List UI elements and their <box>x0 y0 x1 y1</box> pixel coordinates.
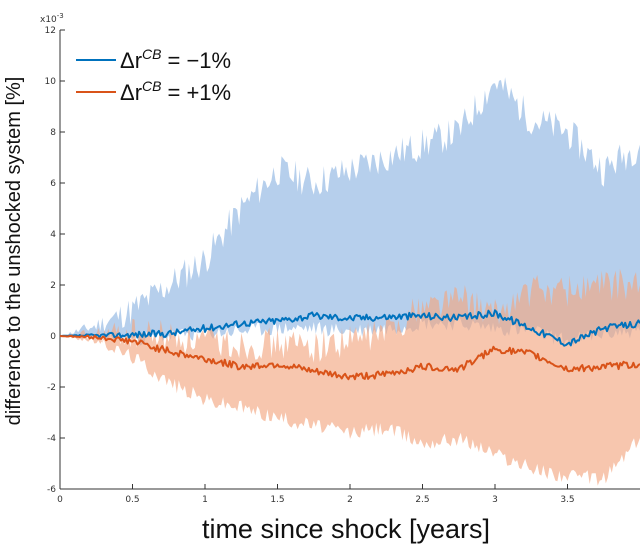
series-lines <box>59 309 640 381</box>
series-line-1 <box>60 309 640 347</box>
x-tick-label: 3 <box>492 495 498 505</box>
x-tick-label: 2.5 <box>415 495 429 505</box>
x-tick-label: 1 <box>202 495 208 505</box>
x-tick-label: 1.5 <box>270 495 284 505</box>
confidence-bands <box>60 77 640 486</box>
x-tick-label: 3.5 <box>560 495 574 505</box>
x-tick-label: 2 <box>347 495 353 505</box>
y-tick-label: -4 <box>47 434 56 444</box>
y-tick-label: 12 <box>45 26 56 36</box>
y-tick-label: -6 <box>47 485 56 495</box>
y-tick-label: 0 <box>50 332 56 342</box>
x-tick-label: 0 <box>57 495 63 505</box>
y-tick-label: 4 <box>50 230 56 240</box>
y-tick-label: 8 <box>50 128 56 138</box>
axes <box>59 29 640 490</box>
y-tick-label: -2 <box>47 383 56 393</box>
legend-label-1: ΔrCB = −1% <box>120 46 231 73</box>
y-exponent-label: x10-3 <box>40 12 64 25</box>
confidence-band-1 <box>60 77 640 348</box>
series-line-2 <box>59 334 640 381</box>
x-axis-label: time since shock [years] <box>202 514 490 544</box>
y-tick-label: 10 <box>45 77 57 87</box>
y-tick-label: 2 <box>50 281 56 291</box>
legend-label-2: ΔrCB = +1% <box>120 78 231 105</box>
x-tick-label: 0.5 <box>125 495 139 505</box>
y-axis-label: difference to the unshocked system [%] <box>3 77 25 426</box>
tick-labels: 0 0.5 1 1.5 2 2.5 3 3.5 -6 -4 -2 0 2 4 6 8 10 12 <box>45 26 575 505</box>
y-tick-label: 6 <box>50 179 56 189</box>
legend: ΔrCB = −1% ΔrCB = +1% <box>76 46 231 105</box>
